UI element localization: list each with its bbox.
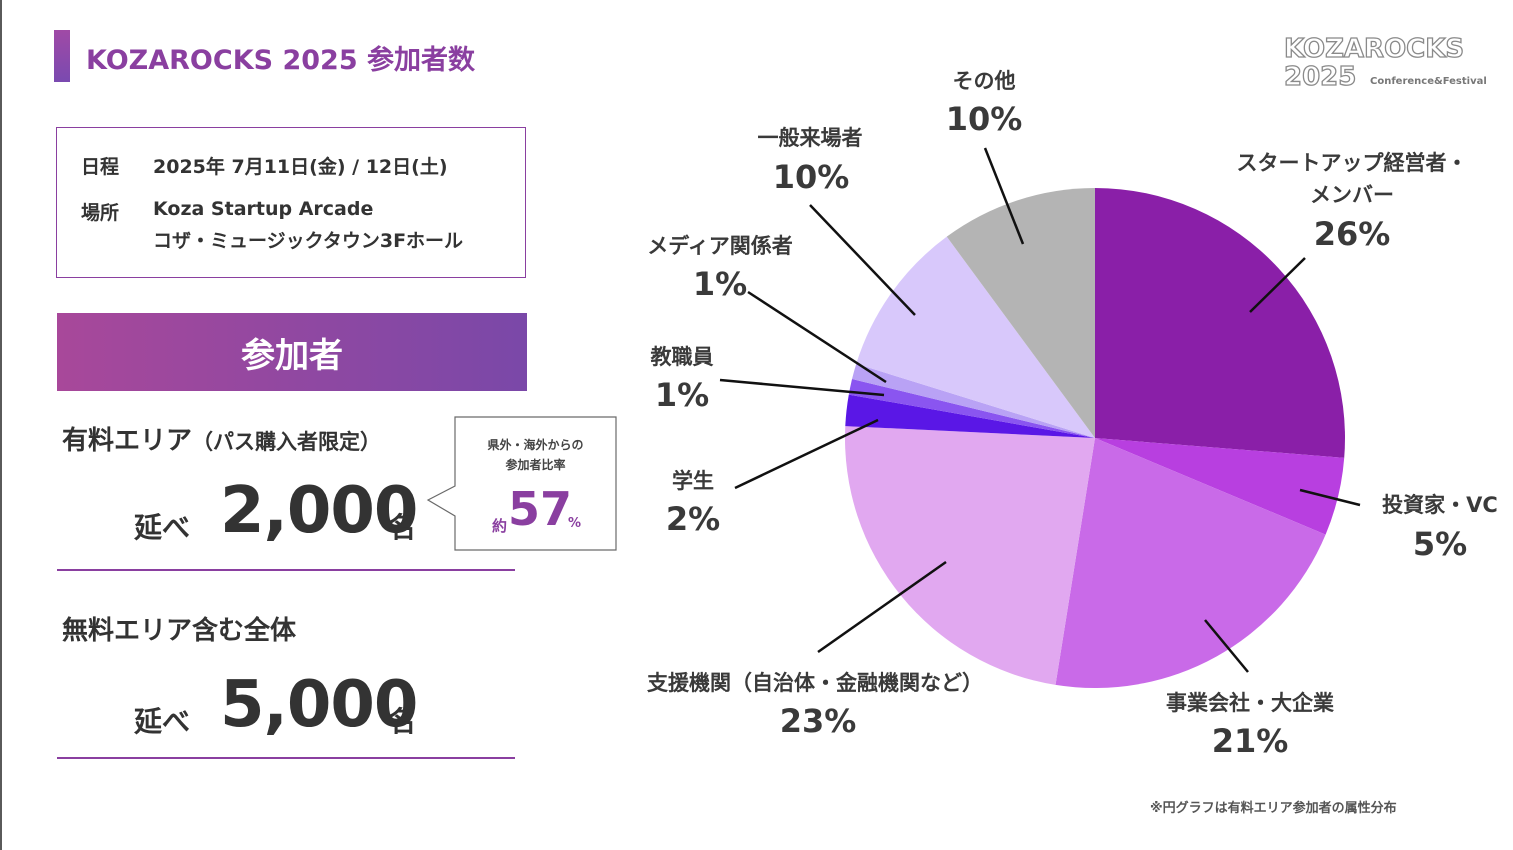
place-value-2: コザ・ミュージックタウン3Fホール (153, 230, 464, 252)
slice-percent-label: 5% (1413, 525, 1467, 563)
paid-prefix: 延べ (134, 511, 191, 544)
callout-value: 57 (508, 482, 573, 536)
slice-label: スタートアップ経営者・ (1237, 151, 1468, 175)
callout-approx: 約 (492, 517, 508, 535)
paid-area-note: （パス購入者限定） (192, 430, 382, 454)
title-accent-bar (54, 30, 70, 82)
participants-band: 参加者 (57, 313, 527, 391)
pie-slice (1055, 438, 1326, 689)
slice-label: 教職員 (651, 345, 714, 369)
leader-line (809, 204, 916, 316)
pie-slice (856, 236, 1095, 438)
date-value: 2025年 7月11日(金) / 12日(土) (153, 156, 448, 178)
leader-line (1204, 619, 1249, 673)
leader-line (817, 560, 947, 654)
callout-unit: % (568, 516, 582, 531)
slice-percent-label: 1% (693, 265, 747, 303)
slice-percent-label: 26% (1314, 215, 1391, 253)
slice-label: 投資家・VC (1382, 493, 1498, 517)
leader-line (983, 147, 1025, 245)
free-divider (57, 757, 515, 759)
leader-line (734, 418, 879, 490)
pie-slice (946, 188, 1095, 438)
slice-label: 事業会社・大企業 (1166, 691, 1335, 715)
participants-band-label: 参加者 (241, 335, 343, 376)
place-value-1: Koza Startup Arcade (153, 198, 374, 220)
callout-text-line1: 県外・海外からの (487, 438, 584, 452)
slice-label: 一般来場者 (758, 126, 863, 150)
event-info-box: 日程 2025年 7月11日(金) / 12日(土) 場所 Koza Start… (56, 127, 526, 278)
logo-tagline: Conference&Festival (1370, 76, 1487, 87)
slice-percent-label: 10% (773, 158, 850, 196)
slice-percent-label: 21% (1212, 722, 1289, 760)
slice-label: メディア関係者 (647, 234, 793, 258)
free-unit: 名 (388, 705, 417, 738)
paid-area-label: 有料エリア（パス購入者限定） (62, 420, 381, 457)
chart-footnote: ※円グラフは有料エリア参加者の属性分布 (1150, 801, 1397, 816)
leader-line (1249, 257, 1306, 313)
ratio-callout (426, 416, 617, 551)
leader-line (719, 378, 885, 397)
callout-text-line2: 参加者比率 (505, 458, 566, 472)
slice-percent-label: 1% (655, 376, 709, 414)
slice-percent-label: 2% (666, 500, 720, 538)
slice-label: 支援機関（自治体・金融機関など） (647, 671, 983, 695)
pie-slice (852, 363, 1095, 438)
logo-line1: KOZAROCKS (1283, 34, 1465, 64)
pie-slice (1095, 188, 1345, 458)
pie-slice (845, 426, 1095, 685)
slice-percent-label: 23% (780, 702, 857, 740)
leader-line (747, 290, 887, 384)
free-count: 5,000 (220, 668, 418, 742)
pie-slice (845, 394, 1095, 438)
free-prefix: 延べ (134, 705, 191, 738)
paid-unit: 名 (388, 511, 417, 544)
paid-count: 2,000 (220, 474, 418, 548)
place-label: 場所 (81, 202, 120, 224)
left-edge-rule (0, 0, 2, 850)
slice-percent-label: 10% (946, 100, 1023, 138)
logo-line2: 2025 (1283, 62, 1357, 92)
free-area-label: 無料エリア含む全体 (62, 616, 297, 646)
pie-slice (848, 379, 1095, 438)
leader-line (1299, 488, 1361, 507)
slice-label: 学生 (672, 469, 714, 493)
slice-label: その他 (953, 69, 1016, 93)
slice-label: メンバー (1310, 183, 1394, 207)
date-label: 日程 (81, 156, 120, 178)
page-title: KOZAROCKS 2025 参加者数 (86, 45, 476, 76)
paid-area-title: 有料エリア (62, 426, 193, 456)
pie-slice (1095, 438, 1345, 535)
kozarocks-logo: KOZAROCKS 2025 Conference&Festival (1283, 34, 1489, 94)
paid-divider (57, 569, 515, 571)
